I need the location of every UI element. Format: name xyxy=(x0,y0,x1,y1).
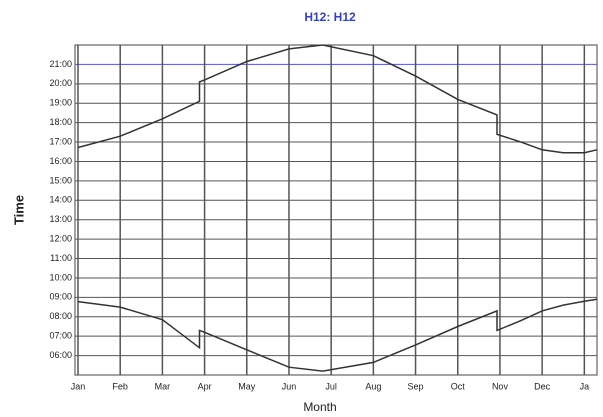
y-tick-label: 12:00 xyxy=(49,233,72,243)
x-tick-label: Apr xyxy=(198,381,212,391)
y-tick-label: 18:00 xyxy=(49,117,72,127)
x-tick-label: Mar xyxy=(155,381,171,391)
y-tick-label: 11:00 xyxy=(50,253,72,263)
y-tick-label: 16:00 xyxy=(49,156,72,166)
line xyxy=(77,44,598,154)
y-axis-label: Time xyxy=(11,195,26,225)
x-tick-label: Jul xyxy=(325,381,337,391)
x-tick-label: Ja xyxy=(580,381,590,391)
y-tick-label: 17:00 xyxy=(49,136,72,146)
y-tick-label: 20:00 xyxy=(49,78,72,88)
line xyxy=(77,298,598,372)
y-tick-label: 08:00 xyxy=(49,311,72,321)
x-tick-label: Feb xyxy=(112,381,128,391)
y-tick-label: 07:00 xyxy=(49,331,72,341)
plot-area xyxy=(74,44,598,376)
y-tick-label: 14:00 xyxy=(49,195,72,205)
y-tick-label: 10:00 xyxy=(49,272,72,282)
y-tick-label: 06:00 xyxy=(49,350,72,360)
y-tick-label: 13:00 xyxy=(49,214,72,224)
x-tick-label: May xyxy=(238,381,256,391)
chart-title: H12: H12 xyxy=(304,10,356,24)
y-tick-label: 21:00 xyxy=(49,59,72,69)
x-tick-label: Jun xyxy=(282,381,297,391)
x-tick-label: Aug xyxy=(365,381,381,391)
x-axis-label: Month xyxy=(303,400,336,414)
x-tick-label: Dec xyxy=(534,381,551,391)
x-tick-label: Jan xyxy=(71,381,86,391)
y-tick-label: 15:00 xyxy=(49,175,72,185)
y-tick-label: 09:00 xyxy=(49,292,72,302)
x-tick-label: Sep xyxy=(408,381,424,391)
y-tick-label: 19:00 xyxy=(49,98,72,108)
x-tick-label: Nov xyxy=(492,381,509,391)
x-tick-label: Oct xyxy=(451,381,466,391)
